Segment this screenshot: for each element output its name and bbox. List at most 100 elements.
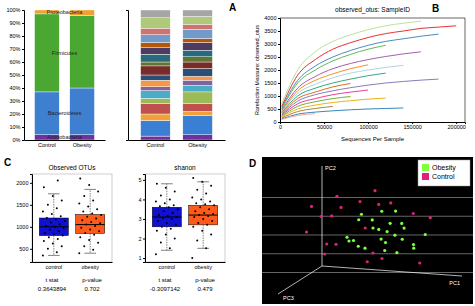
tick-label: 80%: [9, 33, 20, 39]
tick: 80%: [9, 33, 24, 39]
whisker: [203, 182, 204, 205]
tick: 40%: [9, 85, 24, 91]
point: [163, 210, 165, 212]
tick: 1: [138, 255, 145, 261]
tick-mark: [143, 219, 145, 220]
point: [91, 213, 93, 215]
point: [203, 212, 205, 214]
point: [156, 230, 158, 232]
point: [78, 202, 80, 204]
tick-mark: [22, 101, 24, 102]
plot-boxes: [39, 177, 104, 256]
tick: Control: [147, 140, 165, 148]
tick: 0: [279, 122, 282, 130]
bar-segment: [141, 136, 171, 140]
point: [156, 183, 158, 185]
point: [167, 215, 169, 217]
point: [352, 239, 355, 242]
tick-label: 2: [138, 236, 141, 242]
tick: 1500: [16, 202, 32, 208]
point: [310, 205, 313, 208]
whisker-cap: [48, 193, 60, 194]
point: [84, 232, 86, 234]
tick-label: 2500: [264, 54, 276, 60]
point: [89, 228, 91, 230]
tick: 30%: [9, 98, 24, 104]
point: [47, 248, 49, 250]
point: [363, 247, 366, 250]
chart-title: Observed OTUs: [49, 164, 97, 171]
point: [155, 200, 157, 202]
point: [176, 216, 178, 218]
tick-label: control: [46, 264, 63, 270]
axis-line: [322, 266, 462, 276]
point: [208, 208, 210, 210]
point: [202, 218, 204, 220]
bar-segment: [141, 48, 171, 55]
point: [171, 218, 173, 220]
plot-marks: [141, 10, 213, 140]
tick-mark: [22, 75, 24, 76]
point: [93, 234, 95, 236]
bar-segment: [141, 98, 171, 103]
point: [389, 222, 392, 225]
point: [86, 216, 88, 218]
point: [160, 195, 162, 197]
bar-segment: [183, 111, 213, 115]
point: [51, 213, 53, 215]
point: [169, 247, 171, 249]
point: [52, 195, 54, 197]
bar-segment: [183, 17, 213, 25]
point: [99, 222, 101, 224]
tick-mark: [30, 205, 32, 206]
point: [205, 193, 207, 195]
tick-label: 30%: [9, 98, 20, 104]
tick-label: control: [159, 264, 176, 270]
tick-mark: [22, 23, 24, 24]
point: [95, 217, 97, 219]
segment-label: Proteobacteria: [47, 9, 84, 15]
point: [177, 208, 179, 210]
box: [152, 207, 181, 227]
tick-mark: [22, 140, 24, 141]
tick: 70%: [9, 46, 24, 52]
tick-mark: [278, 57, 280, 58]
bar-segment: [183, 24, 213, 29]
chart-title: shanon: [174, 164, 196, 171]
point: [377, 228, 380, 231]
tick: 500: [267, 106, 280, 112]
bar-segment: [183, 62, 213, 69]
point: [371, 226, 374, 229]
point: [49, 228, 51, 230]
point: [380, 257, 383, 260]
whisker: [53, 194, 54, 218]
point: [192, 177, 194, 179]
whisker-cap: [161, 183, 173, 184]
tick-label: 150000: [403, 124, 421, 130]
tick: 2500: [264, 54, 280, 60]
point: [357, 245, 360, 248]
point: [43, 186, 45, 188]
median: [76, 224, 105, 225]
whisker-cap: [84, 189, 96, 190]
point: [201, 230, 203, 232]
point: [97, 191, 99, 193]
point: [204, 203, 206, 205]
tick-label: 50%: [9, 72, 20, 78]
point: [97, 242, 99, 244]
segment-label: Actinobacteria: [47, 134, 83, 140]
point: [96, 208, 98, 210]
tick-mark: [143, 239, 145, 240]
tick: 3000: [264, 41, 280, 47]
axis-line: [33, 262, 113, 263]
tick: 1000: [264, 93, 280, 99]
point: [358, 200, 361, 203]
point: [57, 180, 59, 182]
tick-mark: [278, 122, 280, 123]
tick-label: 4000: [264, 15, 276, 21]
point: [161, 226, 163, 228]
point: [191, 257, 193, 259]
point: [90, 221, 92, 223]
axis-line: [25, 140, 106, 141]
tick: 2: [138, 236, 145, 242]
